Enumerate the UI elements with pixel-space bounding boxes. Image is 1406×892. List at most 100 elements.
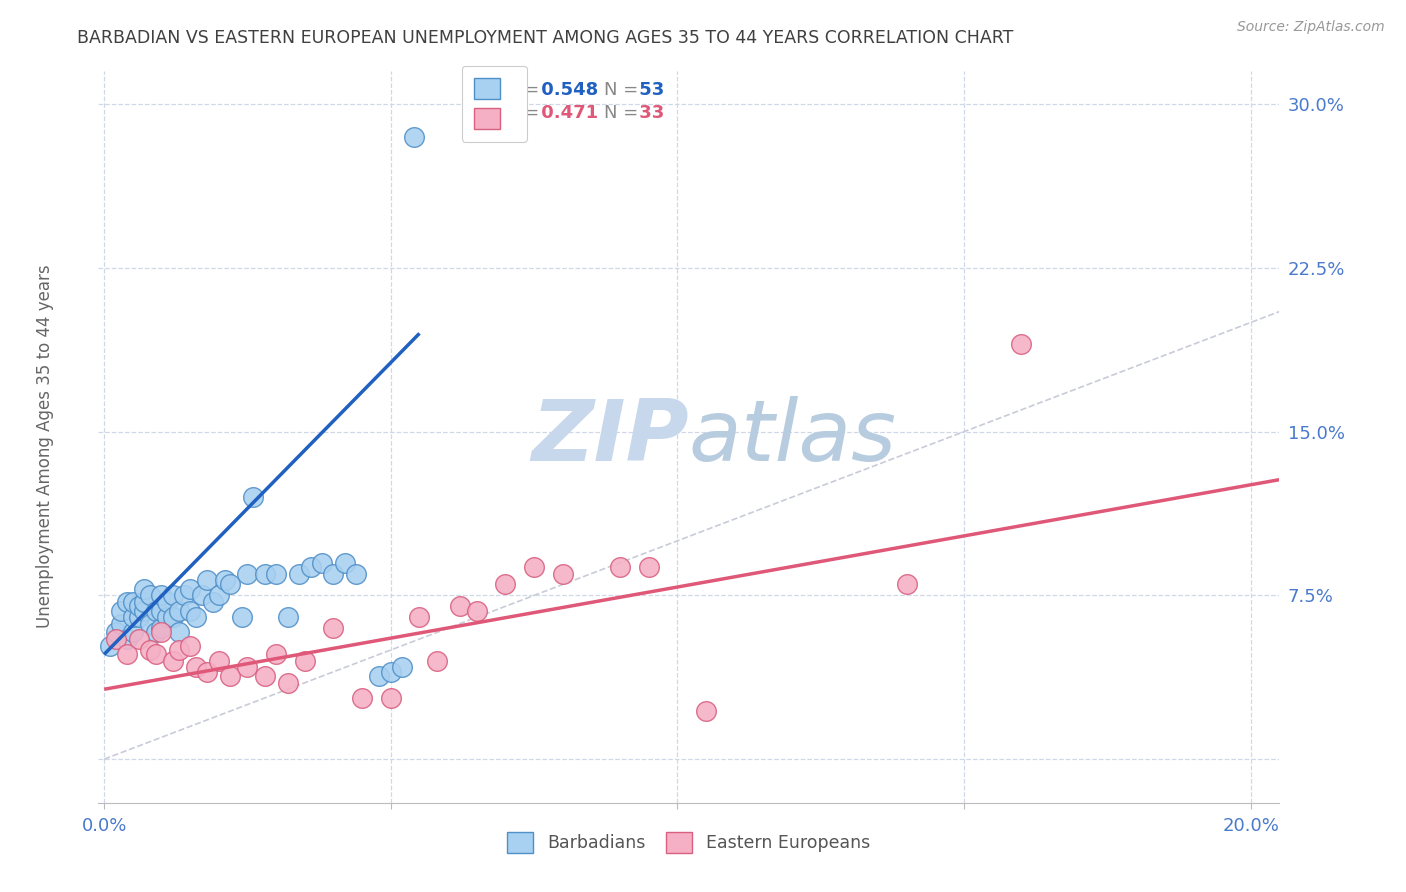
Point bbox=[637, 560, 659, 574]
Point bbox=[134, 582, 156, 596]
Point bbox=[294, 654, 316, 668]
Point bbox=[264, 648, 287, 662]
Point bbox=[167, 625, 190, 640]
Text: ZIP: ZIP bbox=[531, 395, 689, 479]
Text: Source: ZipAtlas.com: Source: ZipAtlas.com bbox=[1237, 20, 1385, 34]
Point bbox=[202, 595, 225, 609]
Point bbox=[219, 669, 242, 683]
Point bbox=[380, 691, 402, 706]
Point bbox=[253, 669, 276, 683]
Point bbox=[121, 625, 143, 640]
Text: 0.548: 0.548 bbox=[536, 81, 599, 99]
Text: Unemployment Among Ages 35 to 44 years: Unemployment Among Ages 35 to 44 years bbox=[37, 264, 53, 628]
Point bbox=[253, 566, 276, 581]
Point bbox=[277, 610, 299, 624]
Point bbox=[179, 582, 201, 596]
Point bbox=[156, 610, 179, 624]
Point bbox=[391, 660, 413, 674]
Point bbox=[104, 625, 127, 640]
Point bbox=[236, 566, 259, 581]
Text: 33: 33 bbox=[634, 104, 665, 122]
Point bbox=[426, 654, 449, 668]
Point bbox=[277, 675, 299, 690]
Point bbox=[184, 610, 207, 624]
Point bbox=[299, 560, 322, 574]
Point bbox=[150, 625, 173, 640]
Point bbox=[150, 621, 173, 635]
Text: BARBADIAN VS EASTERN EUROPEAN UNEMPLOYMENT AMONG AGES 35 TO 44 YEARS CORRELATION: BARBADIAN VS EASTERN EUROPEAN UNEMPLOYME… bbox=[77, 29, 1014, 46]
Point bbox=[264, 566, 287, 581]
Point bbox=[219, 577, 242, 591]
Point bbox=[145, 625, 167, 640]
Point bbox=[344, 566, 367, 581]
Point bbox=[236, 660, 259, 674]
Point bbox=[195, 665, 218, 679]
Point bbox=[150, 588, 173, 602]
Point bbox=[208, 654, 231, 668]
Point bbox=[167, 643, 190, 657]
Point bbox=[231, 610, 253, 624]
Point bbox=[402, 129, 425, 144]
Point bbox=[115, 632, 138, 646]
Point bbox=[1011, 337, 1033, 351]
Point bbox=[242, 490, 264, 504]
Point bbox=[145, 648, 167, 662]
Point bbox=[190, 588, 212, 602]
Point bbox=[322, 621, 344, 635]
Point bbox=[495, 577, 517, 591]
Point bbox=[551, 566, 574, 581]
Point bbox=[110, 604, 132, 618]
Point bbox=[449, 599, 471, 614]
Text: R =: R = bbox=[506, 104, 538, 122]
Point bbox=[115, 648, 138, 662]
Point bbox=[134, 604, 156, 618]
Point bbox=[121, 595, 143, 609]
Point bbox=[184, 660, 207, 674]
Point bbox=[110, 616, 132, 631]
Text: N =: N = bbox=[605, 81, 638, 99]
Point bbox=[167, 604, 190, 618]
Point bbox=[150, 604, 173, 618]
Point bbox=[695, 704, 717, 718]
Point bbox=[139, 643, 162, 657]
Point bbox=[609, 560, 631, 574]
Point bbox=[368, 669, 391, 683]
Point bbox=[208, 588, 231, 602]
Point bbox=[139, 616, 162, 631]
Point bbox=[162, 654, 184, 668]
Point bbox=[195, 573, 218, 587]
Text: atlas: atlas bbox=[689, 395, 897, 479]
Point bbox=[896, 577, 918, 591]
Point bbox=[179, 604, 201, 618]
Text: 0.471: 0.471 bbox=[536, 104, 599, 122]
Point bbox=[179, 639, 201, 653]
Point bbox=[128, 632, 150, 646]
Point bbox=[311, 556, 333, 570]
Legend: Barbadians, Eastern Europeans: Barbadians, Eastern Europeans bbox=[501, 825, 877, 860]
Text: R =: R = bbox=[506, 81, 538, 99]
Point bbox=[523, 560, 546, 574]
Point bbox=[162, 588, 184, 602]
Point bbox=[98, 639, 121, 653]
Point bbox=[145, 604, 167, 618]
Point bbox=[288, 566, 311, 581]
Text: N =: N = bbox=[605, 104, 638, 122]
Point bbox=[156, 595, 179, 609]
Point bbox=[139, 588, 162, 602]
Point bbox=[134, 595, 156, 609]
Point bbox=[162, 610, 184, 624]
Point bbox=[322, 566, 344, 581]
Point bbox=[173, 588, 195, 602]
Point bbox=[352, 691, 374, 706]
Point bbox=[121, 610, 143, 624]
Point bbox=[380, 665, 402, 679]
Text: 53: 53 bbox=[634, 81, 665, 99]
Point bbox=[115, 595, 138, 609]
Point bbox=[333, 556, 356, 570]
Point bbox=[408, 610, 430, 624]
Point bbox=[465, 604, 488, 618]
Point bbox=[104, 632, 127, 646]
Point bbox=[214, 573, 236, 587]
Point bbox=[128, 610, 150, 624]
Point bbox=[128, 599, 150, 614]
